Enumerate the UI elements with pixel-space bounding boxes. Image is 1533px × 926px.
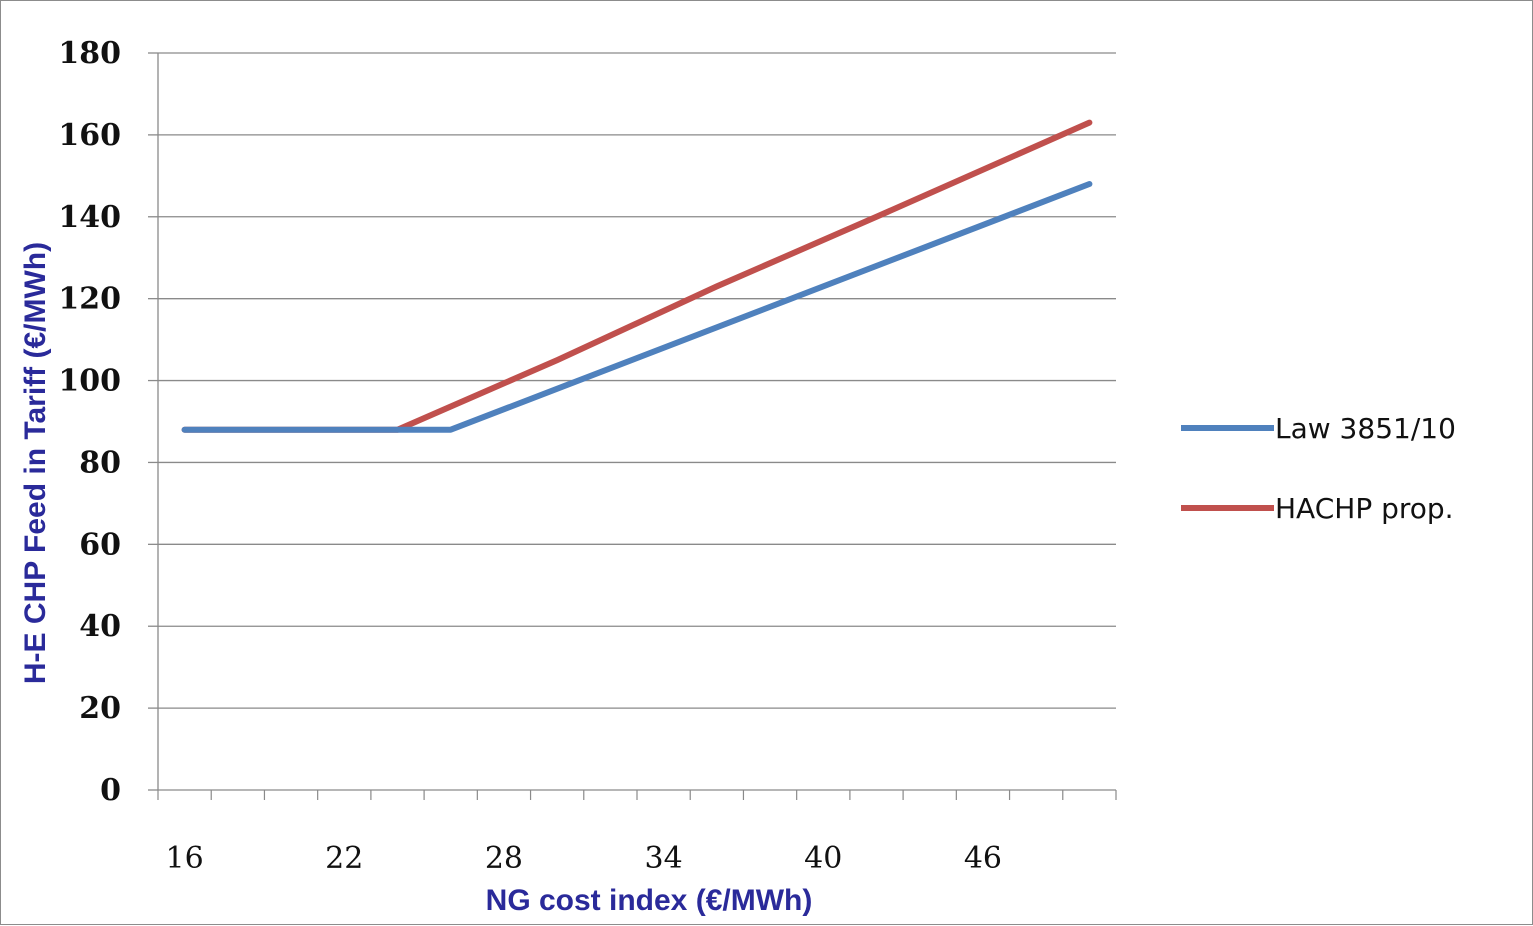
x-tick-label: 40 [804, 841, 842, 876]
y-tick-label: 160 [58, 118, 121, 153]
y-tick-label: 140 [58, 200, 121, 235]
gridlines [158, 52, 1116, 709]
series-lines [181, 119, 1093, 433]
y-tick-label: 180 [58, 36, 121, 71]
x-tick-labels: 16 22 28 34 40 46 [166, 841, 1003, 876]
y-tick-label: 0 [100, 773, 121, 808]
series-line-hachp-prop- [181, 119, 1093, 433]
y-tick-label: 40 [79, 609, 121, 644]
series-line-law-3851-10 [181, 181, 1093, 433]
y-tick-label: 60 [79, 527, 121, 562]
x-tick-label: 46 [964, 841, 1002, 876]
y-tick-label: 120 [58, 282, 121, 317]
x-tick-label: 22 [325, 841, 363, 876]
y-tick-label: 80 [79, 445, 121, 480]
legend-label: Law 3851/10 [1275, 412, 1456, 445]
x-axis-title: NG cost index (€/MWh) [486, 884, 813, 917]
y-tick-label: 20 [79, 691, 121, 726]
y-tick-labels: 0 20 40 60 80 100 120 140 160 180 [58, 36, 121, 808]
axes [148, 52, 1117, 800]
legend-label: HACHP prop. [1275, 492, 1454, 525]
x-tick-label: 28 [485, 841, 523, 876]
x-tick-label: 16 [166, 841, 204, 876]
legend: Law 3851/10 HACHP prop. [1181, 412, 1456, 525]
x-tick-label: 34 [645, 841, 683, 876]
y-axis-title: H-E CHP Feed in Tariff (€/MWh) [19, 242, 52, 684]
y-tick-label: 100 [58, 364, 121, 399]
